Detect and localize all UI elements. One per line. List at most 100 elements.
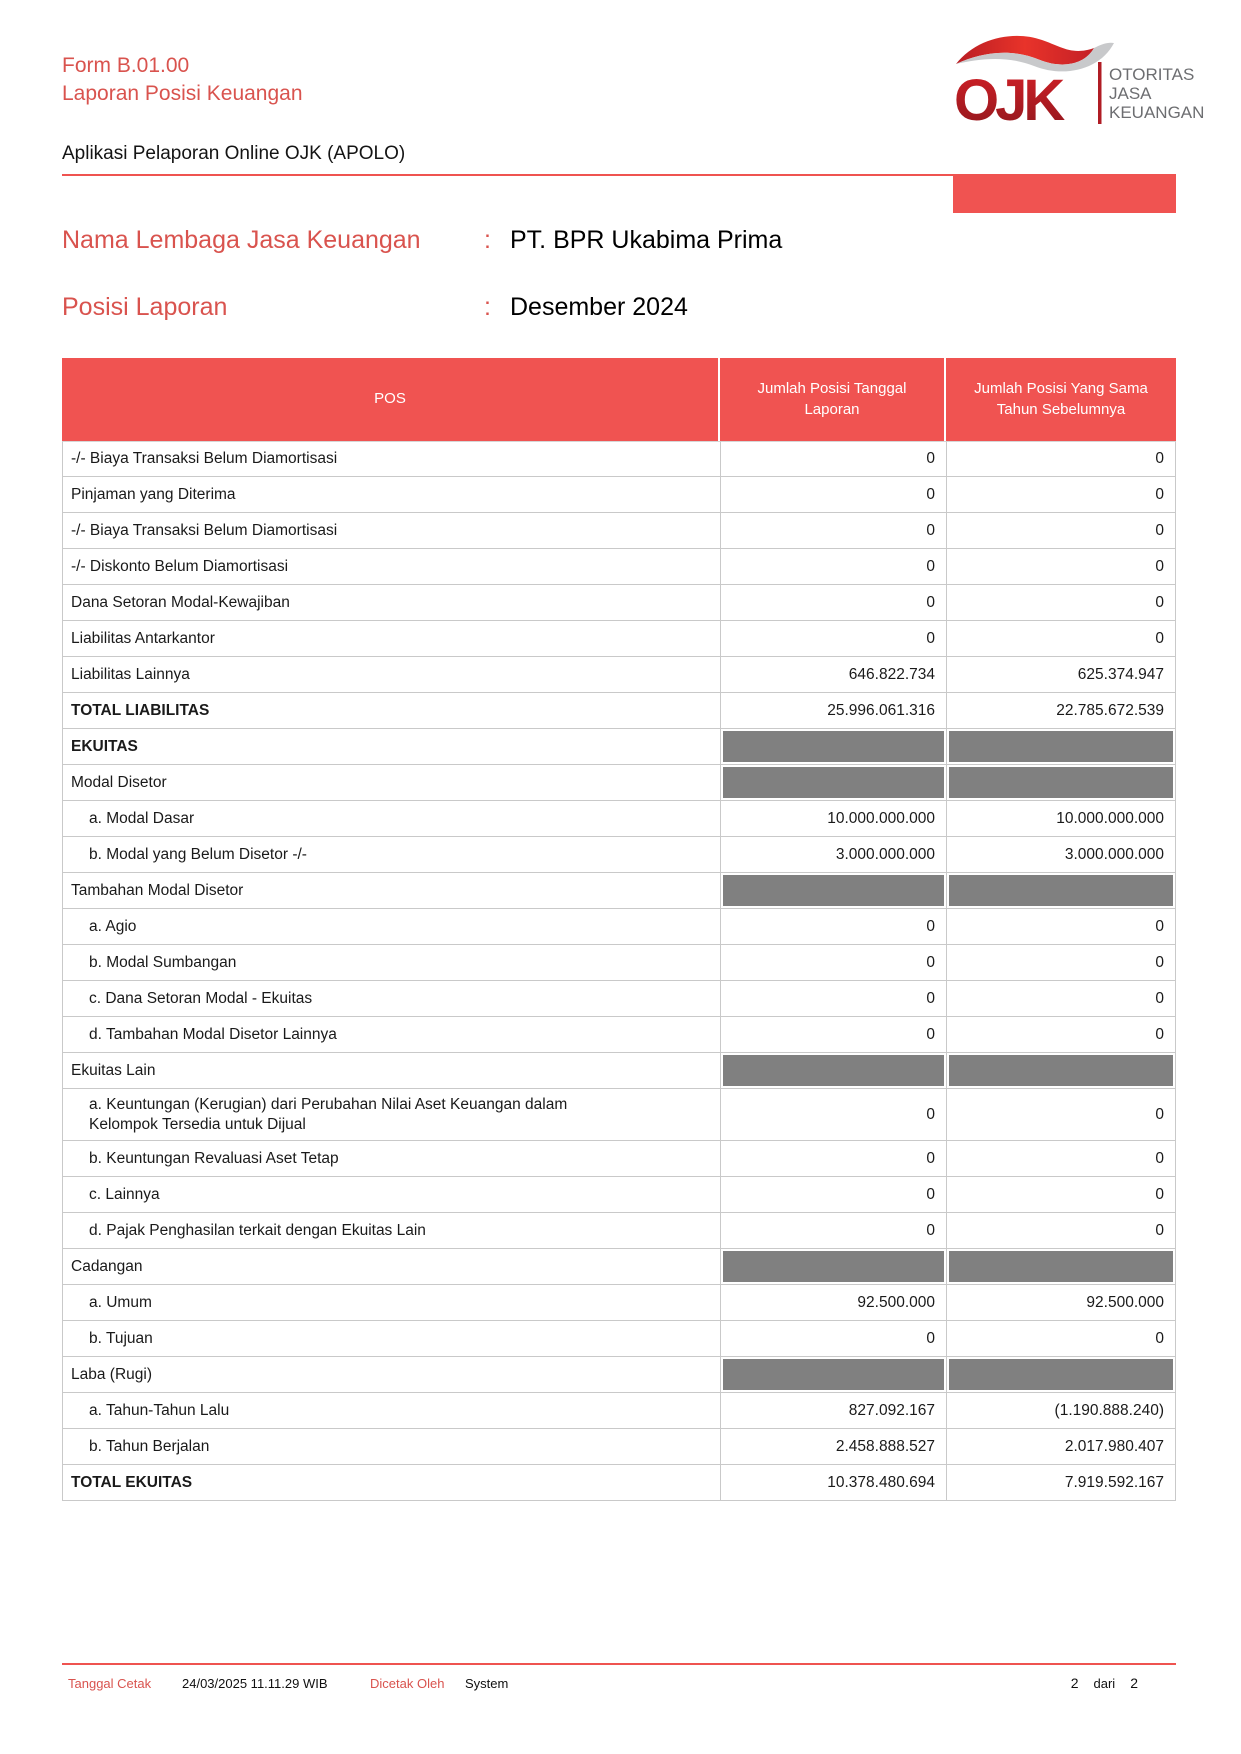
table-row: a. Agio 0 0: [62, 909, 1176, 945]
value-text: 0: [926, 1221, 935, 1239]
value-current-cell: [720, 1053, 946, 1089]
header-pos: POS: [62, 358, 720, 441]
value-text: 0: [1155, 1105, 1164, 1123]
table-row: Modal Disetor: [62, 765, 1176, 801]
value-current-cell: 0: [720, 909, 946, 945]
pos-cell: Liabilitas Antarkantor: [62, 621, 720, 657]
value-previous-cell: 0: [946, 585, 1176, 621]
value-current-cell: 25.996.061.316: [720, 693, 946, 729]
value-text: 0: [1155, 989, 1164, 1007]
value-previous-cell: 0: [946, 1089, 1176, 1141]
value-text: 3.000.000.000: [835, 845, 935, 863]
value-text: 10.378.480.694: [827, 1473, 935, 1491]
header-previous-period: Jumlah Posisi Yang Sama Tahun Sebelumnya: [946, 358, 1176, 441]
pos-label: Pinjaman yang Diterima: [71, 485, 236, 503]
value-text: 0: [1155, 1185, 1164, 1203]
value-text: 25.996.061.316: [827, 701, 935, 719]
pos-cell: Dana Setoran Modal-Kewajiban: [62, 585, 720, 621]
pos-cell: d. Tambahan Modal Disetor Lainnya: [62, 1017, 720, 1053]
info-row-institution: Nama Lembaga Jasa Keuangan : PT. BPR Uka…: [62, 226, 782, 255]
flag-red-wave: [956, 35, 1094, 65]
value-previous-cell: 22.785.672.539: [946, 693, 1176, 729]
form-code: Form B.01.00: [62, 54, 190, 77]
value-text: 0: [926, 1329, 935, 1347]
pos-cell: b. Keuntungan Revaluasi Aset Tetap: [62, 1141, 720, 1177]
table-row: Tambahan Modal Disetor: [62, 873, 1176, 909]
pos-label: Cadangan: [71, 1257, 143, 1275]
form-title: Laporan Posisi Keuangan: [62, 82, 303, 105]
value-text: 0: [926, 485, 935, 503]
value-current-cell: 0: [720, 981, 946, 1017]
value-text: 0: [926, 953, 935, 971]
section-gray-block: [949, 731, 1173, 762]
logo-org-line2: JASA: [1109, 84, 1152, 103]
page-total: 2: [1130, 1675, 1138, 1691]
value-previous-cell: 7.919.592.167: [946, 1465, 1176, 1501]
pos-cell: Tambahan Modal Disetor: [62, 873, 720, 909]
pos-cell: c. Dana Setoran Modal - Ekuitas: [62, 981, 720, 1017]
pos-cell: a. Keuntungan (Kerugian) dari Perubahan …: [62, 1089, 720, 1141]
pos-label: Tambahan Modal Disetor: [71, 881, 244, 899]
table-row: c. Dana Setoran Modal - Ekuitas 0 0: [62, 981, 1176, 1017]
printed-by-value: System: [465, 1676, 509, 1691]
value-previous-cell: 92.500.000: [946, 1285, 1176, 1321]
value-text: 0: [926, 1149, 935, 1167]
footer-rule: [62, 1663, 1176, 1665]
pos-cell: a. Agio: [62, 909, 720, 945]
value-previous-cell: 3.000.000.000: [946, 837, 1176, 873]
value-current-cell: 0: [720, 477, 946, 513]
value-previous-cell: [946, 873, 1176, 909]
value-previous-cell: 0: [946, 1213, 1176, 1249]
value-current-cell: 0: [720, 441, 946, 477]
table-row: Cadangan: [62, 1249, 1176, 1285]
value-text: 0: [1155, 1329, 1164, 1347]
table-row: Liabilitas Lainnya 646.822.734 625.374.947: [62, 657, 1176, 693]
header-current-period-label: Jumlah Posisi Tanggal Laporan: [757, 380, 907, 418]
table-row: d. Tambahan Modal Disetor Lainnya 0 0: [62, 1017, 1176, 1053]
pos-label: a. Umum: [89, 1293, 152, 1311]
pos-label: b. Keuntungan Revaluasi Aset Tetap: [89, 1149, 339, 1167]
pos-cell: TOTAL EKUITAS: [62, 1465, 720, 1501]
value-text: 0: [926, 1025, 935, 1043]
section-gray-block: [723, 767, 944, 798]
value-current-cell: 646.822.734: [720, 657, 946, 693]
value-current-cell: 0: [720, 1321, 946, 1357]
document-title-block: Form B.01.00 Laporan Posisi Keuangan: [62, 52, 303, 108]
table-row: a. Modal Dasar 10.000.000.000 10.000.000.0…: [62, 801, 1176, 837]
print-date-value: 24/03/2025 11.11.29 WIB: [182, 1676, 328, 1691]
pos-label: c. Dana Setoran Modal - Ekuitas: [89, 989, 313, 1007]
value-text: 0: [1155, 521, 1164, 539]
value-previous-cell: 0: [946, 909, 1176, 945]
pos-label: b. Tujuan: [89, 1329, 153, 1347]
pos-cell: EKUITAS: [62, 729, 720, 765]
table-row: a. Tahun-Tahun Lalu 827.092.167 (1.190.888…: [62, 1393, 1176, 1429]
table-row: c. Lainnya 0 0: [62, 1177, 1176, 1213]
value-previous-cell: 0: [946, 549, 1176, 585]
section-gray-block: [723, 731, 944, 762]
value-text: 0: [926, 1105, 935, 1123]
value-current-cell: 0: [720, 1089, 946, 1141]
pos-cell: b. Tahun Berjalan: [62, 1429, 720, 1465]
table-row: Laba (Rugi): [62, 1357, 1176, 1393]
pos-cell: Laba (Rugi): [62, 1357, 720, 1393]
pos-cell: b. Tujuan: [62, 1321, 720, 1357]
section-gray-block: [723, 1359, 944, 1390]
value-text: 0: [926, 989, 935, 1007]
pos-cell: -/- Biaya Transaksi Belum Diamortisasi: [62, 441, 720, 477]
logo-divider: [1098, 62, 1102, 124]
table-row: b. Modal Sumbangan 0 0: [62, 945, 1176, 981]
header-rule: [62, 174, 1176, 176]
footer: Tanggal Cetak 24/03/2025 11.11.29 WIB Di…: [62, 1675, 1176, 1691]
section-gray-block: [949, 875, 1173, 906]
financial-position-table: POS Jumlah Posisi Tanggal Laporan Jumlah…: [62, 358, 1176, 1501]
value-previous-cell: 0: [946, 477, 1176, 513]
value-previous-cell: 0: [946, 1177, 1176, 1213]
pos-label: Dana Setoran Modal-Kewajiban: [71, 593, 290, 611]
value-previous-cell: [946, 1249, 1176, 1285]
value-text: 22.785.672.539: [1056, 701, 1164, 719]
pos-cell: Liabilitas Lainnya: [62, 657, 720, 693]
ojk-logo-graphic: OJK OTORITAS JASA KEUANGAN: [954, 35, 1204, 133]
value-previous-cell: [946, 1357, 1176, 1393]
pos-label: EKUITAS: [71, 737, 138, 755]
value-text: 7.919.592.167: [1064, 1473, 1164, 1491]
